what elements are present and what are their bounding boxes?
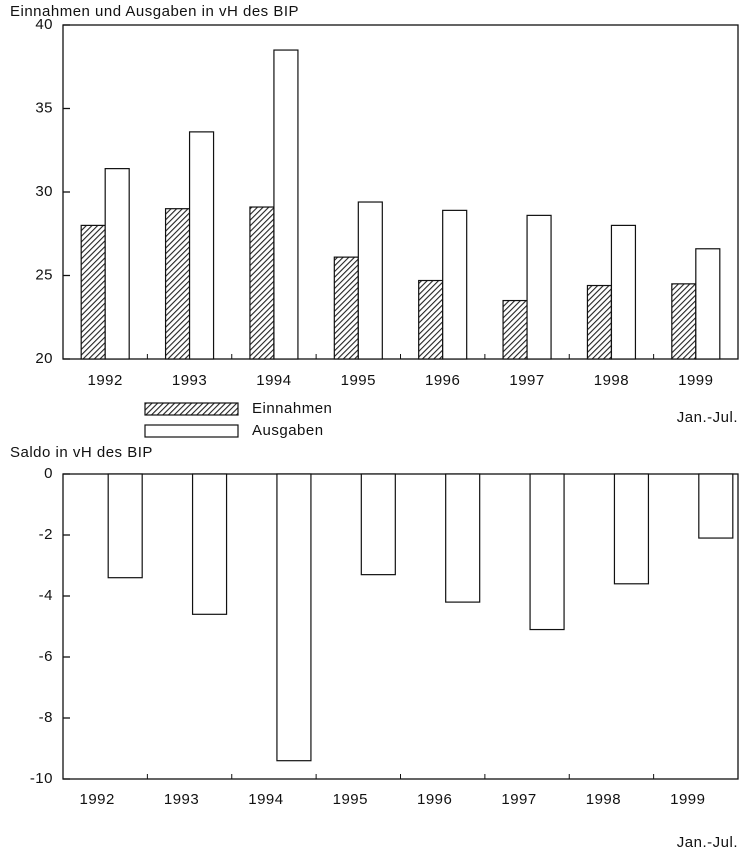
bar — [445, 473, 481, 603]
y-tick-label: -4 — [39, 587, 53, 604]
y-tick-label: -2 — [39, 526, 53, 543]
plot-frame — [62, 24, 739, 360]
x-tick-label: 1992 — [88, 372, 123, 389]
x-tick-label: 1993 — [164, 791, 199, 808]
chart-title: Einnahmen und Ausgaben in vH des BIP — [10, 3, 299, 20]
bar — [418, 279, 444, 360]
legend-swatch — [144, 402, 239, 416]
bar — [610, 224, 637, 360]
legend-label: Einnahmen — [252, 400, 332, 417]
bar — [695, 248, 721, 360]
y-tick-label: -10 — [30, 770, 53, 787]
y-tick-label: 35 — [35, 99, 53, 116]
y-tick-label: 30 — [35, 183, 53, 200]
y-tick-label: 20 — [35, 350, 53, 367]
y-tick-label: 25 — [35, 266, 53, 283]
bar — [502, 299, 528, 360]
annotation: Jan.-Jul. — [677, 834, 738, 851]
x-tick-label: 1998 — [594, 372, 629, 389]
bar — [191, 473, 228, 615]
x-tick-label: 1997 — [501, 791, 536, 808]
x-tick-label: 1996 — [417, 791, 452, 808]
bar — [104, 168, 130, 360]
bar — [188, 131, 215, 360]
bar — [613, 473, 650, 585]
x-tick-label: 1998 — [586, 791, 621, 808]
y-tick-label: 0 — [44, 465, 53, 482]
x-tick-label: 1995 — [333, 791, 368, 808]
x-tick-label: 1994 — [256, 372, 291, 389]
legend-label: Ausgaben — [252, 422, 324, 439]
x-tick-label: 1996 — [425, 372, 460, 389]
x-tick-label: 1993 — [172, 372, 207, 389]
x-tick-label: 1999 — [678, 372, 713, 389]
y-tick-label: -6 — [39, 648, 53, 665]
bar — [442, 209, 468, 360]
bar — [357, 201, 383, 360]
bar — [164, 208, 191, 360]
y-tick-label: -8 — [39, 709, 53, 726]
chart-title: Saldo in vH des BIP — [10, 444, 153, 461]
bar — [276, 473, 312, 762]
bar — [249, 206, 275, 360]
y-tick-label: 40 — [35, 16, 53, 33]
bar — [529, 473, 565, 631]
bar — [671, 283, 697, 360]
bar — [107, 473, 143, 579]
bar — [586, 284, 613, 360]
bar — [333, 256, 359, 360]
x-tick-label: 1992 — [80, 791, 115, 808]
bar — [360, 473, 396, 576]
bar — [80, 224, 106, 360]
x-tick-label: 1999 — [670, 791, 705, 808]
bar — [526, 214, 552, 360]
x-tick-label: 1994 — [248, 791, 283, 808]
bar — [698, 473, 734, 539]
x-tick-label: 1997 — [509, 372, 544, 389]
annotation: Jan.-Jul. — [677, 409, 738, 426]
legend-swatch — [144, 424, 239, 438]
bar — [273, 49, 299, 360]
x-tick-label: 1995 — [341, 372, 376, 389]
